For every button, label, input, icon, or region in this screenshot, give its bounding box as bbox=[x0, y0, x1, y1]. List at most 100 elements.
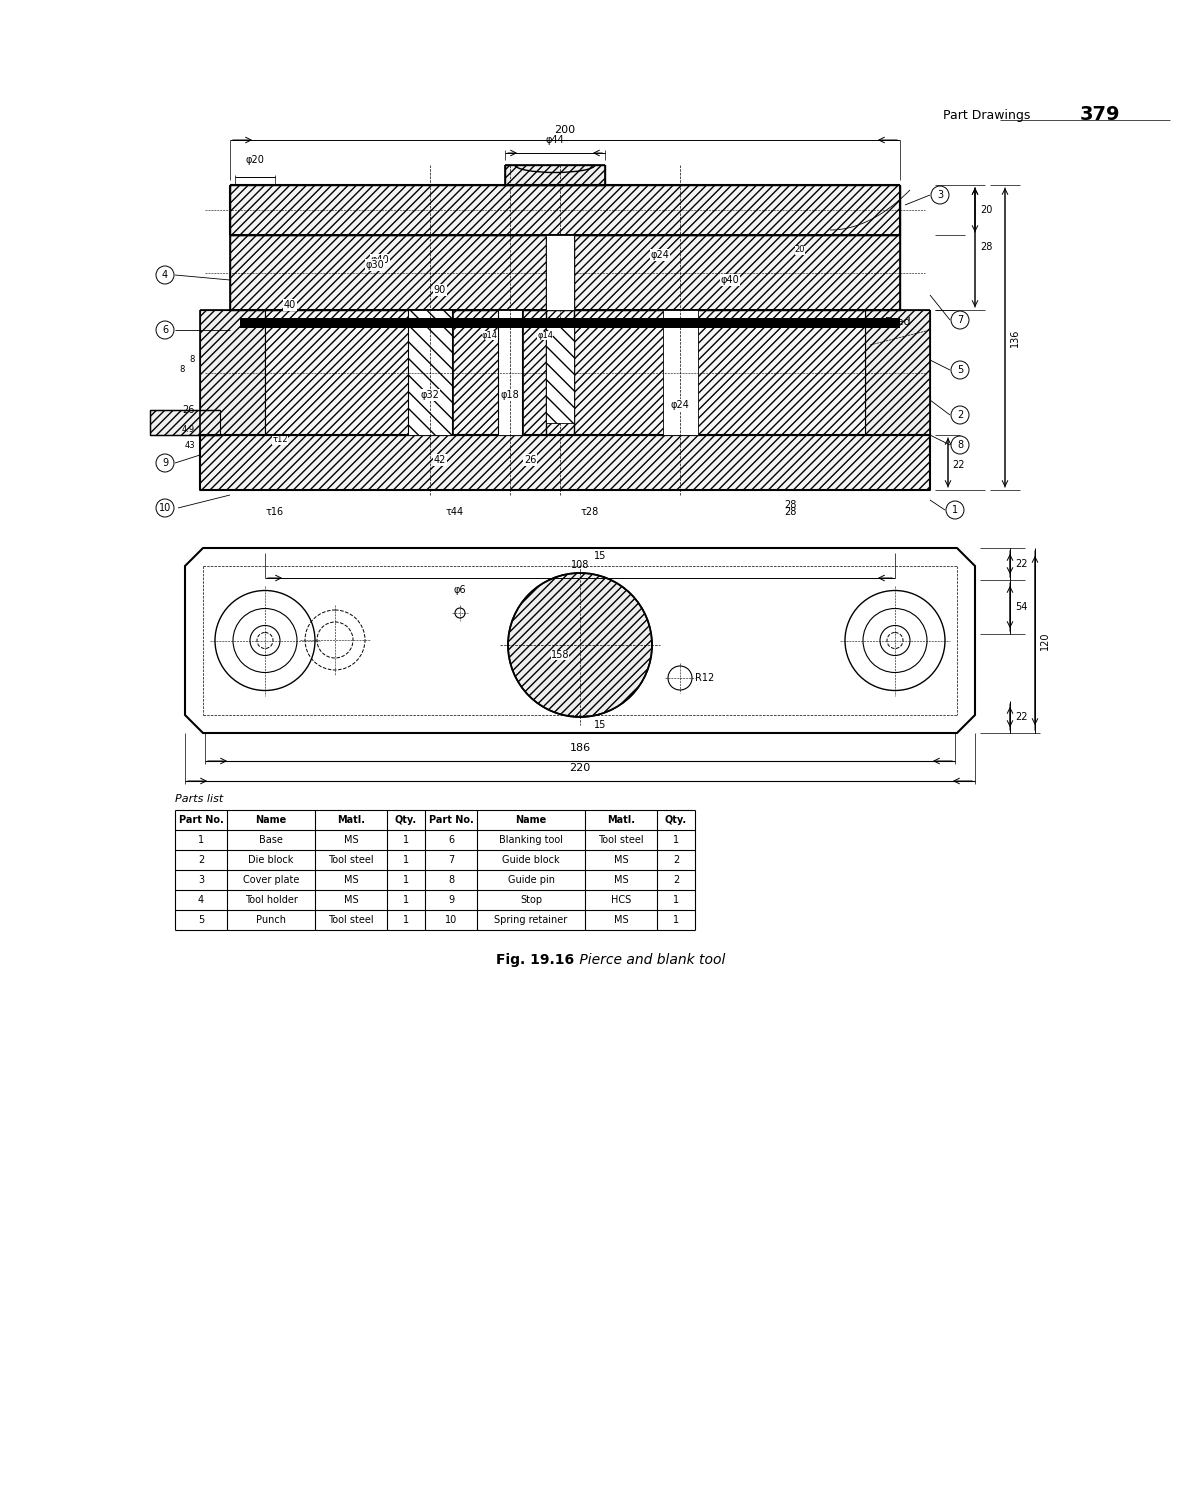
Text: Spring retainer: Spring retainer bbox=[494, 915, 568, 925]
Text: 90: 90 bbox=[434, 285, 446, 295]
Text: φ24: φ24 bbox=[671, 400, 690, 410]
Text: HCS: HCS bbox=[611, 895, 631, 906]
Text: 6: 6 bbox=[162, 325, 168, 336]
Text: 28: 28 bbox=[784, 507, 796, 518]
Text: φ6: φ6 bbox=[454, 585, 467, 595]
Circle shape bbox=[946, 501, 964, 519]
Text: 5: 5 bbox=[956, 366, 964, 374]
Text: 9: 9 bbox=[162, 458, 168, 468]
Text: 6: 6 bbox=[448, 836, 454, 844]
Text: 1: 1 bbox=[403, 915, 409, 925]
Text: 186: 186 bbox=[570, 743, 590, 753]
Text: 120: 120 bbox=[1040, 631, 1050, 649]
Text: τ16: τ16 bbox=[265, 507, 283, 518]
Text: 2: 2 bbox=[198, 855, 204, 865]
Text: 7: 7 bbox=[448, 855, 454, 865]
Text: Part No.: Part No. bbox=[428, 815, 473, 825]
Circle shape bbox=[952, 436, 970, 454]
Text: Stop: Stop bbox=[520, 895, 542, 906]
Text: 8: 8 bbox=[448, 874, 454, 885]
Bar bbox=[240, 318, 900, 328]
Bar bbox=[662, 310, 698, 436]
Text: 42: 42 bbox=[434, 455, 446, 466]
Text: φ44: φ44 bbox=[546, 134, 564, 145]
Text: 2: 2 bbox=[956, 410, 964, 421]
Text: 20: 20 bbox=[980, 204, 992, 215]
Text: 15: 15 bbox=[594, 721, 606, 730]
Text: MS: MS bbox=[343, 874, 359, 885]
Text: MS: MS bbox=[613, 874, 629, 885]
Text: τ12: τ12 bbox=[272, 436, 288, 445]
Text: φ40: φ40 bbox=[371, 255, 389, 266]
Text: φ30: φ30 bbox=[366, 260, 384, 270]
Text: 2: 2 bbox=[673, 855, 679, 865]
Text: 9: 9 bbox=[448, 895, 454, 906]
Text: Part Drawings: Part Drawings bbox=[943, 109, 1030, 121]
Bar bbox=[498, 310, 523, 436]
Text: Die block: Die block bbox=[248, 855, 294, 865]
Text: φ14: φ14 bbox=[538, 331, 553, 340]
Text: φ32: φ32 bbox=[420, 389, 439, 400]
Text: τ28: τ28 bbox=[581, 507, 599, 518]
Text: 28: 28 bbox=[980, 243, 992, 252]
Circle shape bbox=[508, 573, 652, 718]
Bar bbox=[230, 185, 900, 236]
Bar bbox=[150, 410, 220, 436]
Text: 10: 10 bbox=[158, 503, 172, 513]
Text: 4.9: 4.9 bbox=[182, 425, 194, 434]
Circle shape bbox=[952, 310, 970, 330]
Bar bbox=[546, 322, 574, 424]
Text: 108: 108 bbox=[571, 560, 589, 570]
Text: 379: 379 bbox=[1080, 106, 1121, 124]
Text: 1: 1 bbox=[673, 915, 679, 925]
Text: 10: 10 bbox=[445, 915, 457, 925]
Text: 1: 1 bbox=[403, 855, 409, 865]
Text: Feed: Feed bbox=[886, 316, 912, 327]
Text: φ18: φ18 bbox=[500, 389, 520, 400]
Circle shape bbox=[952, 406, 970, 424]
Text: 15: 15 bbox=[594, 551, 606, 561]
Text: 5: 5 bbox=[198, 915, 204, 925]
Text: Name: Name bbox=[515, 815, 547, 825]
Text: MS: MS bbox=[613, 855, 629, 865]
Text: 136: 136 bbox=[1010, 328, 1020, 346]
Text: φ20: φ20 bbox=[246, 155, 264, 166]
Text: 3: 3 bbox=[937, 189, 943, 200]
Text: 1: 1 bbox=[198, 836, 204, 844]
Text: 4: 4 bbox=[198, 895, 204, 906]
Text: MS: MS bbox=[343, 895, 359, 906]
Text: Parts list: Parts list bbox=[175, 794, 223, 804]
Text: Part No.: Part No. bbox=[179, 815, 223, 825]
Bar bbox=[200, 436, 930, 489]
Text: Matl.: Matl. bbox=[607, 815, 635, 825]
Text: φ24: φ24 bbox=[650, 251, 670, 260]
Text: Guide block: Guide block bbox=[502, 855, 560, 865]
Circle shape bbox=[156, 498, 174, 518]
Circle shape bbox=[156, 454, 174, 471]
Text: Tool steel: Tool steel bbox=[598, 836, 644, 844]
Text: 1: 1 bbox=[403, 895, 409, 906]
Text: Pierce and blank tool: Pierce and blank tool bbox=[575, 953, 725, 967]
Text: 8: 8 bbox=[190, 355, 194, 364]
Text: Cover plate: Cover plate bbox=[242, 874, 299, 885]
Text: 22: 22 bbox=[1015, 712, 1027, 722]
Text: MS: MS bbox=[343, 836, 359, 844]
Text: 26: 26 bbox=[182, 404, 194, 415]
Bar bbox=[230, 236, 900, 310]
Text: φ40: φ40 bbox=[721, 275, 739, 285]
Text: 1: 1 bbox=[673, 895, 679, 906]
Text: Tool steel: Tool steel bbox=[328, 855, 374, 865]
Text: Name: Name bbox=[256, 815, 287, 825]
Text: 1: 1 bbox=[952, 504, 958, 515]
Bar bbox=[408, 310, 454, 436]
Text: 158: 158 bbox=[551, 651, 569, 659]
Circle shape bbox=[156, 321, 174, 339]
Text: Punch: Punch bbox=[256, 915, 286, 925]
Text: Blanking tool: Blanking tool bbox=[499, 836, 563, 844]
Text: Tool steel: Tool steel bbox=[328, 915, 374, 925]
Text: 22: 22 bbox=[952, 460, 965, 470]
Bar bbox=[505, 166, 605, 185]
Text: Qty.: Qty. bbox=[665, 815, 688, 825]
Text: Base: Base bbox=[259, 836, 283, 844]
Text: Qty.: Qty. bbox=[395, 815, 418, 825]
